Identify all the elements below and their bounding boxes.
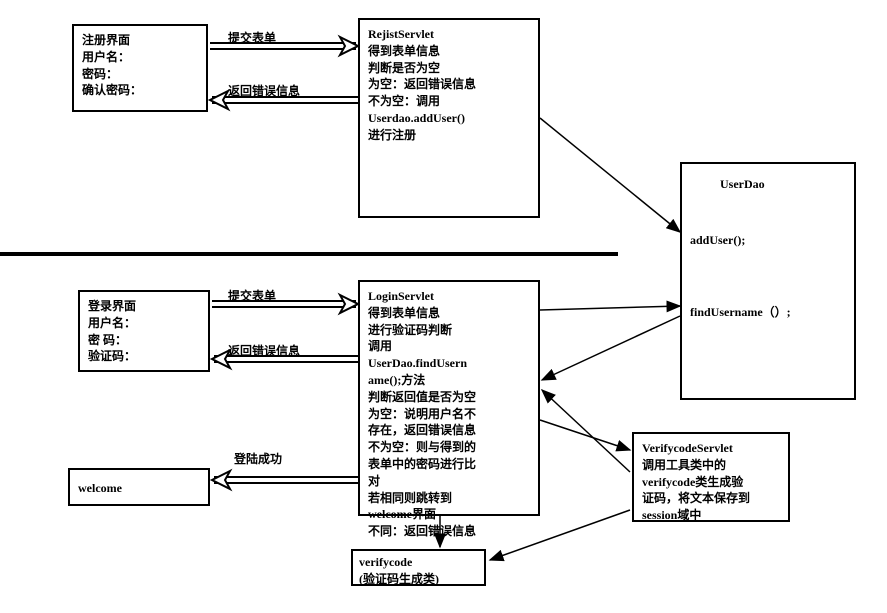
text: LoginServlet — [368, 288, 530, 305]
text: findUsername（）; — [690, 304, 791, 321]
text: RejistServlet — [368, 26, 530, 43]
text: welcome界面 — [368, 506, 530, 523]
node-welcome: welcome — [68, 468, 210, 506]
arrow-label-submit1: 提交表单 — [228, 29, 276, 46]
node-register-ui: 注册界面 用户名： 密码： 确认密码： — [72, 24, 208, 112]
arrow-label-error1: 返回错误信息 — [228, 82, 300, 99]
arrow-label-submit2: 提交表单 — [228, 287, 276, 304]
text: UserDao — [720, 176, 846, 193]
text: 验证码： — [88, 348, 200, 365]
text: 不为空：调用 — [368, 93, 530, 110]
text: 密 码： — [88, 332, 200, 349]
text: 确认密码： — [82, 82, 198, 99]
text: 调用 — [368, 338, 530, 355]
text: 表单中的密码进行比 — [368, 456, 530, 473]
text: 进行验证码判断 — [368, 322, 530, 339]
text: 进行注册 — [368, 127, 530, 144]
text: 证码，将文本保存到 — [642, 490, 780, 507]
text: 调用工具类中的 — [642, 457, 780, 474]
arrow-label-error2: 返回错误信息 — [228, 342, 300, 359]
text: 注册界面 — [82, 32, 198, 49]
node-login-ui: 登录界面 用户名： 密 码： 验证码： — [78, 290, 210, 372]
text: welcome — [78, 480, 200, 497]
text: 用户名： — [88, 315, 200, 332]
text: 判断是否为空 — [368, 60, 530, 77]
text: VerifycodeServlet — [642, 440, 780, 457]
text: Userdao.addUser() — [368, 110, 530, 127]
text: 密码： — [82, 66, 198, 83]
section-divider — [0, 252, 618, 256]
text: 为空：返回错误信息 — [368, 76, 530, 93]
node-verifycode: verifycode (验证码生成类) — [351, 549, 486, 586]
text: 存在，返回错误信息 — [368, 422, 530, 439]
node-user-dao: UserDao addUser(); findUsername（）; — [680, 162, 856, 400]
text: 对 — [368, 473, 530, 490]
text: 得到表单信息 — [368, 43, 530, 60]
text: 得到表单信息 — [368, 305, 530, 322]
node-rejist-servlet: RejistServlet 得到表单信息 判断是否为空 为空：返回错误信息 不为… — [358, 18, 540, 218]
text: 为空：说明用户名不 — [368, 406, 530, 423]
text: UserDao.findUsern — [368, 355, 530, 372]
text: verifycode — [359, 554, 478, 571]
node-verifycode-servlet: VerifycodeServlet 调用工具类中的 verifycode类生成验… — [632, 432, 790, 522]
text: (验证码生成类) — [359, 571, 478, 588]
text: verifycode类生成验 — [642, 474, 780, 491]
text: session域中 — [642, 507, 780, 524]
arrow-label-success: 登陆成功 — [234, 450, 282, 467]
text: 登录界面 — [88, 298, 200, 315]
text: addUser(); — [690, 232, 745, 249]
text: ame();方法 — [368, 372, 530, 389]
text: 若相同则跳转到 — [368, 490, 530, 507]
text: 不为空：则与得到的 — [368, 439, 530, 456]
text: 判断返回值是否为空 — [368, 389, 530, 406]
text: 不同：返回错误信息 — [368, 523, 530, 540]
text: 用户名： — [82, 49, 198, 66]
node-login-servlet: LoginServlet 得到表单信息 进行验证码判断 调用 UserDao.f… — [358, 280, 540, 516]
